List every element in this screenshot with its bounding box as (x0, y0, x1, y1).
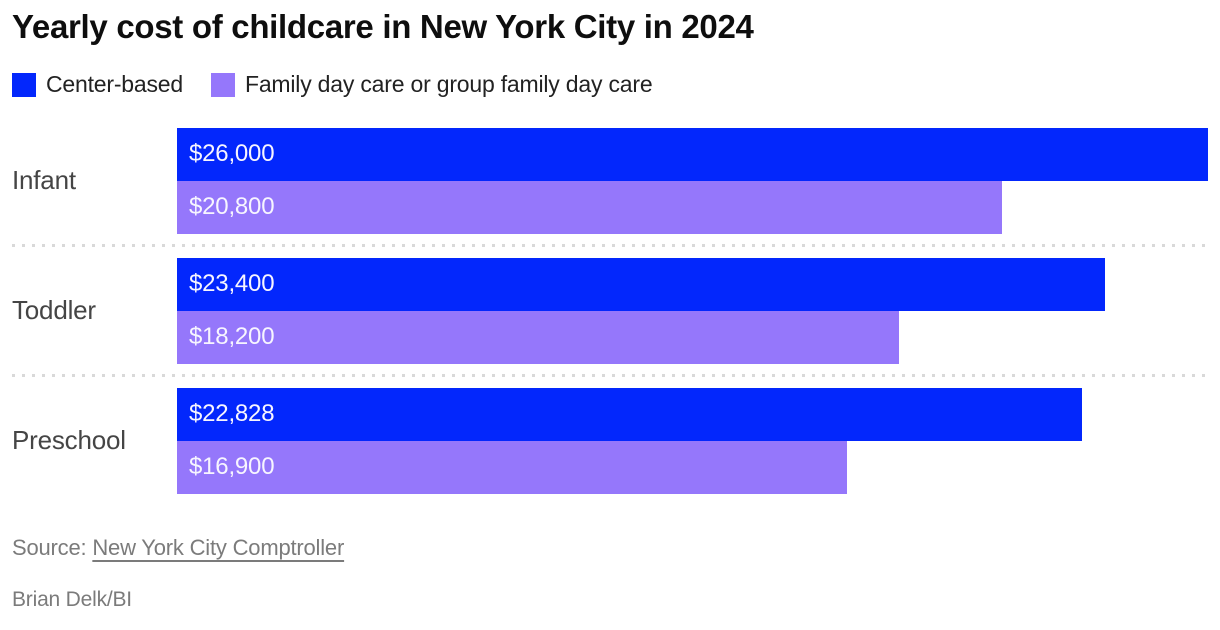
bar-toddler-center-based: $23,400 (177, 257, 1105, 311)
legend-label-family-day-care: Family day care or group family day care (244, 71, 653, 98)
chart-footer: Source: New York City Comptroller Brian … (12, 535, 1208, 612)
legend: Center-based Family day care or group fa… (12, 71, 1208, 98)
chart-row-preschool: Preschool $22,828 $16,900 (12, 387, 1208, 494)
bar-group-preschool: $22,828 $16,900 (177, 387, 1208, 494)
bar-group-infant: $26,000 $20,800 (177, 127, 1208, 234)
bar-preschool-center-based: $22,828 (177, 387, 1083, 441)
legend-item-center-based: Center-based (12, 71, 183, 98)
bar-preschool-family-day-care: $16,900 (177, 440, 848, 494)
bar-infant-center-based: $26,000 (177, 127, 1208, 181)
bar-value-label: $20,800 (189, 193, 275, 221)
bar-value-label: $26,000 (189, 140, 275, 168)
source-link[interactable]: New York City Comptroller (92, 534, 345, 560)
chart-title: Yearly cost of childcare in New York Cit… (12, 8, 754, 45)
legend-swatch-center-based (12, 72, 36, 97)
bar-value-label: $23,400 (189, 270, 275, 298)
chart-row-toddler: Toddler $23,400 $18,200 (12, 257, 1208, 364)
category-label-infant: Infant (12, 165, 76, 196)
source-prefix: Source: (12, 534, 93, 560)
row-separator (12, 373, 1210, 377)
category-label-toddler: Toddler (12, 295, 96, 326)
bar-value-label: $18,200 (189, 323, 275, 351)
row-separator (12, 243, 1210, 247)
source-line: Source: New York City Comptroller (12, 535, 1208, 561)
bar-infant-family-day-care: $20,800 (177, 180, 1002, 234)
legend-swatch-family-day-care (210, 72, 235, 97)
bar-value-label: $16,900 (189, 453, 275, 481)
bar-value-label: $22,828 (189, 400, 275, 428)
category-label-preschool: Preschool (12, 425, 126, 456)
legend-item-family-day-care: Family day care or group family day care (210, 71, 653, 98)
bar-toddler-family-day-care: $18,200 (177, 310, 899, 364)
bar-chart: Infant $26,000 $20,800 Toddler $23,400 $… (12, 127, 1210, 494)
legend-label-center-based: Center-based (46, 71, 183, 98)
byline: Brian Delk/BI (12, 587, 132, 611)
bar-group-toddler: $23,400 $18,200 (177, 257, 1208, 364)
chart-row-infant: Infant $26,000 $20,800 (12, 127, 1208, 234)
